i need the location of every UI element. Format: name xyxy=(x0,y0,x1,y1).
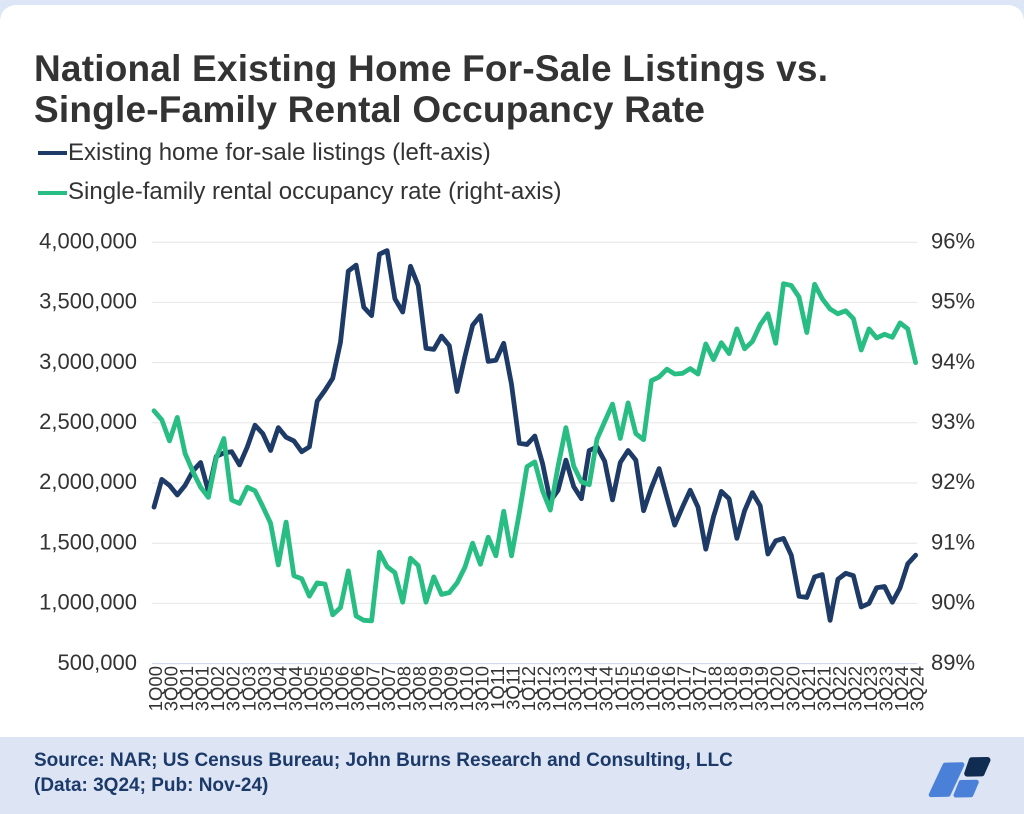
svg-text:3Q03: 3Q03 xyxy=(254,666,275,711)
svg-text:3Q16: 3Q16 xyxy=(658,666,679,711)
svg-text:3Q01: 3Q01 xyxy=(192,666,213,711)
svg-text:94%: 94% xyxy=(931,349,975,374)
svg-text:3Q24: 3Q24 xyxy=(907,666,928,711)
svg-text:1Q08: 1Q08 xyxy=(394,666,415,711)
svg-text:91%: 91% xyxy=(931,529,975,554)
svg-text:90%: 90% xyxy=(931,590,975,615)
svg-text:3,000,000: 3,000,000 xyxy=(39,349,137,374)
svg-text:1Q13: 1Q13 xyxy=(549,666,570,711)
svg-text:3,500,000: 3,500,000 xyxy=(39,289,137,314)
svg-text:1Q00: 1Q00 xyxy=(145,666,166,711)
svg-text:1Q17: 1Q17 xyxy=(674,666,695,711)
svg-text:1Q12: 1Q12 xyxy=(518,666,539,711)
svg-text:1Q19: 1Q19 xyxy=(736,666,757,711)
svg-text:1Q04: 1Q04 xyxy=(269,666,290,711)
svg-text:1Q05: 1Q05 xyxy=(300,666,321,711)
svg-text:96%: 96% xyxy=(931,228,975,253)
svg-text:3Q11: 3Q11 xyxy=(503,666,524,710)
svg-text:3Q18: 3Q18 xyxy=(720,666,741,711)
svg-text:1,500,000: 1,500,000 xyxy=(39,529,137,554)
svg-text:2,000,000: 2,000,000 xyxy=(39,469,137,494)
svg-text:3Q10: 3Q10 xyxy=(471,666,492,711)
svg-text:1Q03: 1Q03 xyxy=(238,666,259,711)
svg-text:4,000,000: 4,000,000 xyxy=(39,228,137,253)
svg-text:3Q04: 3Q04 xyxy=(285,666,306,711)
svg-text:3Q08: 3Q08 xyxy=(409,666,430,711)
svg-text:1Q15: 1Q15 xyxy=(611,666,632,711)
svg-text:3Q13: 3Q13 xyxy=(565,666,586,711)
svg-text:3Q23: 3Q23 xyxy=(876,666,897,711)
svg-text:3Q05: 3Q05 xyxy=(316,666,337,711)
svg-text:500,000: 500,000 xyxy=(57,650,137,675)
svg-text:1Q21: 1Q21 xyxy=(798,666,819,711)
svg-text:1Q01: 1Q01 xyxy=(176,666,197,711)
svg-text:92%: 92% xyxy=(931,469,975,494)
svg-text:3Q17: 3Q17 xyxy=(689,666,710,711)
svg-text:89%: 89% xyxy=(931,650,975,675)
svg-text:3Q21: 3Q21 xyxy=(813,666,834,711)
svg-text:1Q06: 1Q06 xyxy=(332,666,353,711)
svg-text:3Q14: 3Q14 xyxy=(596,666,617,711)
svg-text:1Q14: 1Q14 xyxy=(580,666,601,711)
svg-text:3Q20: 3Q20 xyxy=(782,666,803,711)
svg-text:3Q22: 3Q22 xyxy=(844,666,865,711)
svg-text:1Q07: 1Q07 xyxy=(363,666,384,711)
svg-text:3Q02: 3Q02 xyxy=(223,666,244,711)
svg-text:1Q02: 1Q02 xyxy=(207,666,228,711)
svg-text:3Q07: 3Q07 xyxy=(378,666,399,711)
svg-text:1Q24: 1Q24 xyxy=(891,666,912,711)
svg-text:3Q12: 3Q12 xyxy=(534,666,555,711)
svg-text:3Q00: 3Q00 xyxy=(161,666,182,711)
svg-text:95%: 95% xyxy=(931,289,975,314)
svg-text:1Q22: 1Q22 xyxy=(829,666,850,711)
svg-text:1Q11: 1Q11 xyxy=(487,666,508,710)
svg-text:3Q19: 3Q19 xyxy=(751,666,772,711)
svg-text:1Q18: 1Q18 xyxy=(705,666,726,711)
svg-text:3Q15: 3Q15 xyxy=(627,666,648,711)
svg-text:93%: 93% xyxy=(931,409,975,434)
svg-text:1Q16: 1Q16 xyxy=(642,666,663,711)
svg-text:1Q23: 1Q23 xyxy=(860,666,881,711)
svg-text:3Q09: 3Q09 xyxy=(440,666,461,711)
svg-text:1Q10: 1Q10 xyxy=(456,666,477,711)
svg-text:1Q09: 1Q09 xyxy=(425,666,446,711)
svg-text:3Q06: 3Q06 xyxy=(347,666,368,711)
svg-text:1Q20: 1Q20 xyxy=(767,666,788,711)
svg-text:1,000,000: 1,000,000 xyxy=(39,590,137,615)
svg-text:2,500,000: 2,500,000 xyxy=(39,409,137,434)
